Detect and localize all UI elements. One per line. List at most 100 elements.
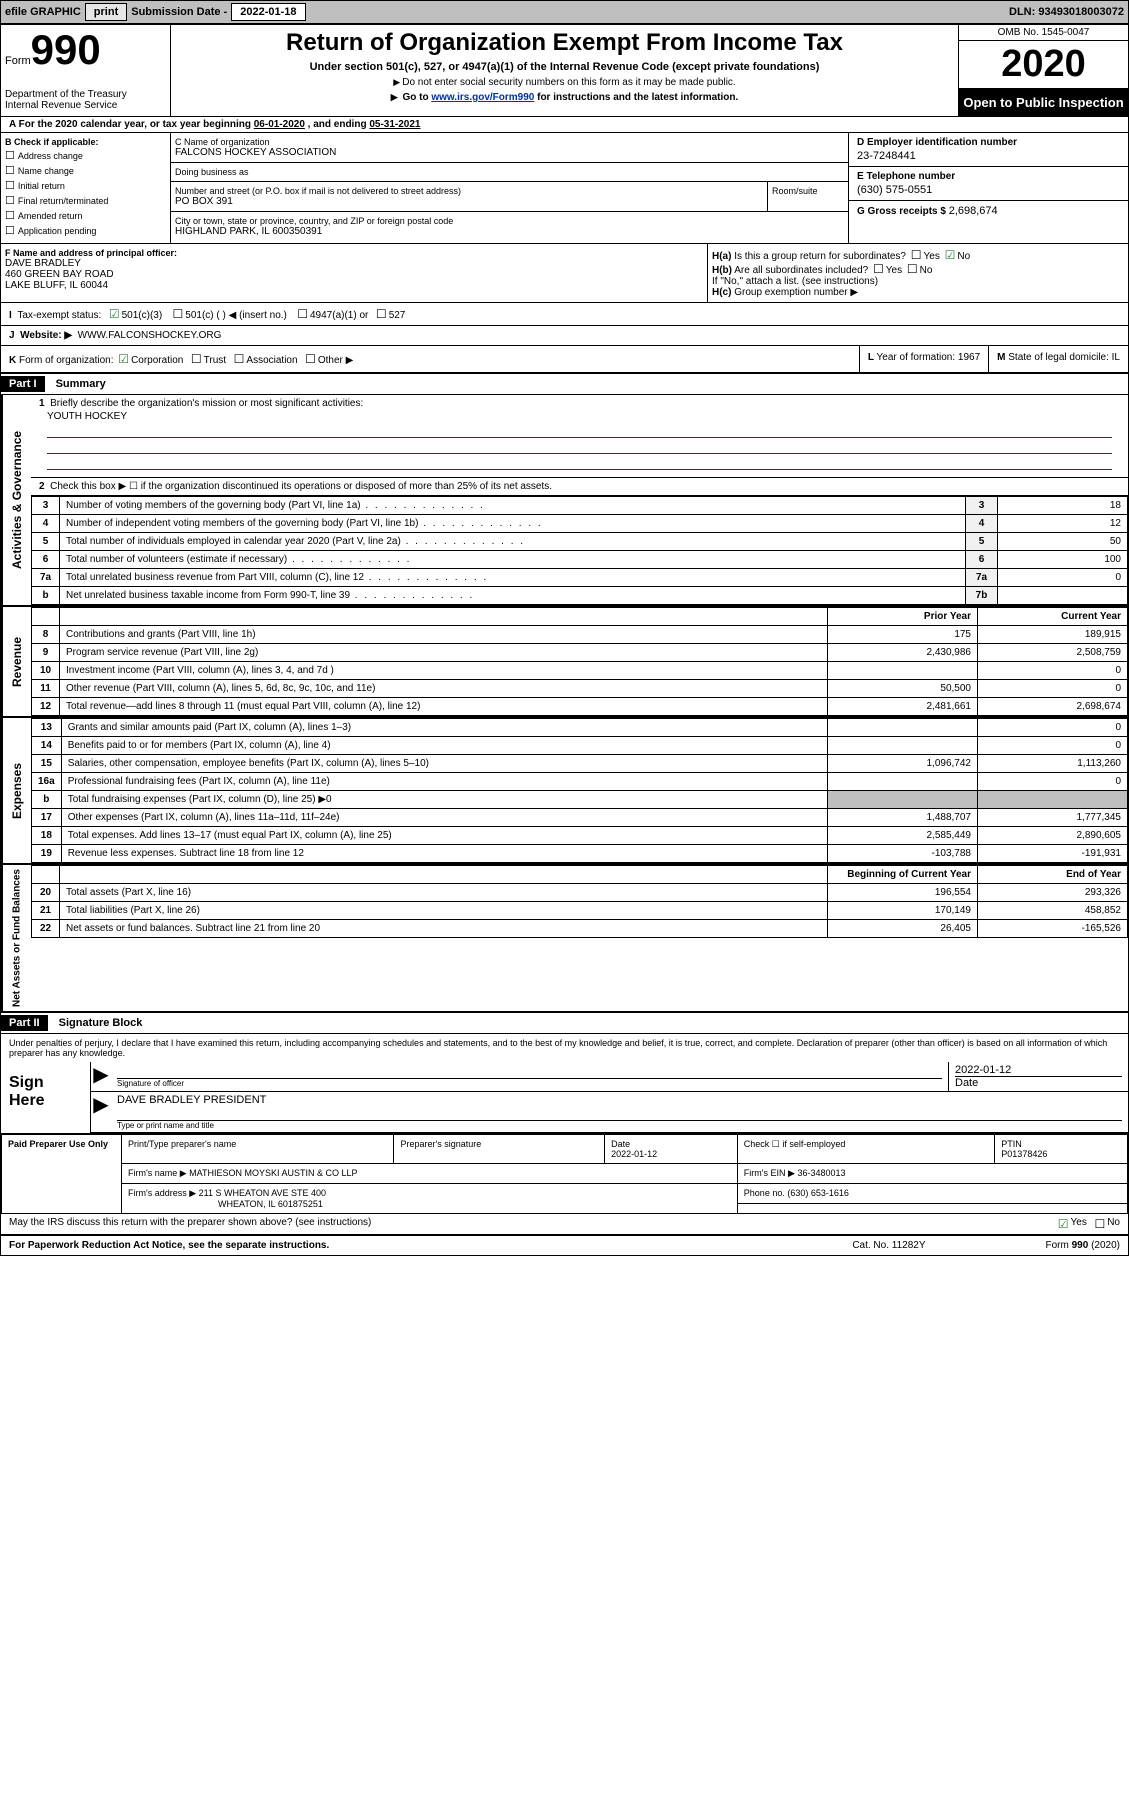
part1-header: Part I — [1, 376, 45, 392]
form-ref: Form 990 (2020) — [1046, 1240, 1120, 1251]
check-name-change[interactable]: Name change — [5, 164, 166, 177]
row-k-form-org: K Form of organization: Corporation Trus… — [1, 346, 859, 372]
table-row: 16aProfessional fundraising fees (Part I… — [32, 773, 1128, 791]
part2-header: Part II — [1, 1015, 48, 1031]
prep-name-col: Print/Type preparer's name — [122, 1135, 394, 1164]
col-current-year: Current Year — [978, 608, 1128, 626]
form-title: Return of Organization Exempt From Incom… — [175, 29, 954, 57]
perjury-note: Under penalties of perjury, I declare th… — [1, 1034, 1128, 1062]
form-subtitle: Under section 501(c), 527, or 4947(a)(1)… — [175, 61, 954, 73]
form-title-box: Return of Organization Exempt From Incom… — [171, 25, 958, 116]
paid-preparer-label: Paid Preparer Use Only — [2, 1135, 122, 1214]
table-row: 18Total expenses. Add lines 13–17 (must … — [32, 827, 1128, 845]
website-value: WWW.FALCONSHOCKEY.ORG — [78, 330, 222, 341]
check-527[interactable] — [374, 310, 389, 321]
paperwork-notice: For Paperwork Reduction Act Notice, see … — [9, 1240, 852, 1251]
table-row: 15Salaries, other compensation, employee… — [32, 755, 1128, 773]
street-value: PO BOX 391 — [175, 196, 763, 207]
table-row: 17Other expenses (Part IX, column (A), l… — [32, 809, 1128, 827]
ein-value: 23-7248441 — [857, 150, 1120, 162]
box-d-ein: D Employer identification number 23-7248… — [848, 133, 1128, 243]
row-i-tax-status: I Tax-exempt status: 501(c)(3) 501(c) ( … — [1, 303, 1128, 325]
hb-yes[interactable] — [871, 265, 886, 276]
row-j-website: J Website: ▶ WWW.FALCONSHOCKEY.ORG — [1, 326, 1128, 345]
prep-ptin: PTINP01378426 — [995, 1135, 1128, 1164]
discuss-no[interactable] — [1092, 1217, 1107, 1231]
table-row: 3Number of voting members of the governi… — [32, 497, 1128, 515]
sign-here-label: Sign Here — [1, 1062, 91, 1133]
dba-label: Doing business as — [175, 167, 844, 177]
discuss-yes[interactable] — [1056, 1217, 1071, 1231]
table-row: 7aTotal unrelated business revenue from … — [32, 569, 1128, 587]
col-prior-year: Prior Year — [828, 608, 978, 626]
check-address-change[interactable]: Address change — [5, 149, 166, 162]
open-to-public: Open to Public Inspection — [959, 89, 1128, 116]
ha-yes[interactable] — [909, 251, 924, 262]
submission-date-label: Submission Date - — [131, 6, 227, 18]
table-row: 19Revenue less expenses. Subtract line 1… — [32, 845, 1128, 863]
top-toolbar: efile GRAPHIC print Submission Date - 20… — [0, 0, 1129, 24]
form-990: Form990 Department of the Treasury Inter… — [0, 24, 1129, 1256]
print-button[interactable]: print — [85, 3, 127, 21]
table-row: bTotal fundraising expenses (Part IX, co… — [32, 791, 1128, 809]
city-value: HIGHLAND PARK, IL 600350391 — [175, 226, 844, 237]
mission-value: YOUTH HOCKEY — [47, 411, 1112, 422]
submission-date-value: 2022-01-18 — [231, 3, 305, 21]
check-application-pending[interactable]: Application pending — [5, 224, 166, 237]
check-final-return[interactable]: Final return/terminated — [5, 194, 166, 207]
sign-arrow-icon-2: ▶ — [91, 1092, 111, 1132]
prep-date-col: Date2022-01-12 — [605, 1135, 738, 1164]
ha-no[interactable] — [943, 251, 958, 262]
check-assoc[interactable] — [232, 355, 247, 366]
table-row: 21Total liabilities (Part X, line 26)170… — [32, 902, 1128, 920]
room-label: Room/suite — [772, 186, 844, 196]
form-number: 990 — [31, 26, 101, 73]
org-name-label: C Name of organization — [175, 137, 844, 147]
check-other[interactable] — [303, 355, 318, 366]
table-row: 12Total revenue—add lines 8 through 11 (… — [32, 698, 1128, 716]
officer-signature-field[interactable]: Signature of officer — [111, 1062, 948, 1091]
sign-arrow-icon: ▶ — [91, 1062, 111, 1091]
officer-name: DAVE BRADLEY — [5, 258, 703, 269]
prep-sig-col: Preparer's signature — [394, 1135, 605, 1164]
hb-note: If "No," attach a list. (see instruction… — [712, 276, 1124, 287]
table-row: 6Total number of volunteers (estimate if… — [32, 551, 1128, 569]
form-note-ssn: Do not enter social security numbers on … — [175, 77, 954, 88]
form-footer: For Paperwork Reduction Act Notice, see … — [1, 1235, 1128, 1255]
dept-treasury: Department of the Treasury Internal Reve… — [5, 89, 166, 111]
side-expenses: Expenses — [1, 718, 31, 863]
net-assets-table: Beginning of Current YearEnd of Year 20T… — [31, 865, 1128, 938]
box-b-checkboxes: B Check if applicable: Address change Na… — [1, 133, 171, 243]
phone-value: (630) 575-0551 — [857, 184, 1120, 196]
row-m-state: M State of legal domicile: IL — [988, 346, 1128, 372]
governance-table: 3Number of voting members of the governi… — [31, 496, 1128, 605]
table-row: 9Program service revenue (Part VIII, lin… — [32, 644, 1128, 662]
firm-name-row: Firm's name ▶ MATHIESON MOYSKI AUSTIN & … — [122, 1164, 738, 1184]
paid-preparer-table: Paid Preparer Use Only Print/Type prepar… — [1, 1134, 1128, 1214]
table-row: bNet unrelated business taxable income f… — [32, 587, 1128, 605]
check-4947[interactable] — [295, 310, 310, 321]
check-initial-return[interactable]: Initial return — [5, 179, 166, 192]
officer-street: 460 GREEN BAY ROAD — [5, 269, 703, 280]
form-id-box: Form990 Department of the Treasury Inter… — [1, 25, 171, 116]
col-end-year: End of Year — [978, 866, 1128, 884]
box-b-header: B Check if applicable: — [5, 137, 166, 147]
part2-title: Signature Block — [51, 1015, 151, 1031]
dln: DLN: 93493018003072 — [1009, 6, 1124, 18]
check-amended-return[interactable]: Amended return — [5, 209, 166, 222]
check-trust[interactable] — [189, 355, 204, 366]
hb-no[interactable] — [905, 265, 920, 276]
table-row: 5Total number of individuals employed in… — [32, 533, 1128, 551]
side-governance: Activities & Governance — [1, 395, 31, 605]
box-c-org-info: C Name of organization FALCONS HOCKEY AS… — [171, 133, 848, 243]
prep-self-emp[interactable]: Check ☐ if self-employed — [737, 1135, 995, 1164]
box-h-group: H(a) Is this a group return for subordin… — [708, 244, 1128, 302]
irs-link[interactable]: www.irs.gov/Form990 — [431, 92, 534, 103]
check-501c3[interactable] — [107, 310, 122, 321]
revenue-table: Prior YearCurrent Year 8Contributions an… — [31, 607, 1128, 716]
check-corp[interactable] — [116, 355, 131, 366]
check-501c[interactable] — [171, 310, 186, 321]
org-name: FALCONS HOCKEY ASSOCIATION — [175, 147, 844, 158]
gross-value: 2,698,674 — [949, 205, 998, 217]
table-row: 11Other revenue (Part VIII, column (A), … — [32, 680, 1128, 698]
